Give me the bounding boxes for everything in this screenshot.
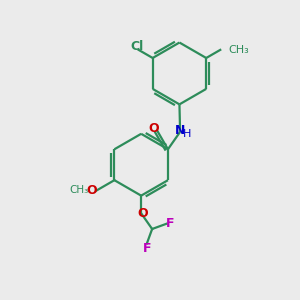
Text: H: H xyxy=(182,129,191,139)
Text: O: O xyxy=(86,184,97,197)
Text: O: O xyxy=(148,122,159,135)
Text: F: F xyxy=(143,242,151,255)
Text: Cl: Cl xyxy=(130,40,144,53)
Text: F: F xyxy=(166,217,174,230)
Text: N: N xyxy=(175,124,185,136)
Text: O: O xyxy=(137,207,148,220)
Text: CH₃: CH₃ xyxy=(229,45,249,55)
Text: CH₃: CH₃ xyxy=(70,185,89,196)
